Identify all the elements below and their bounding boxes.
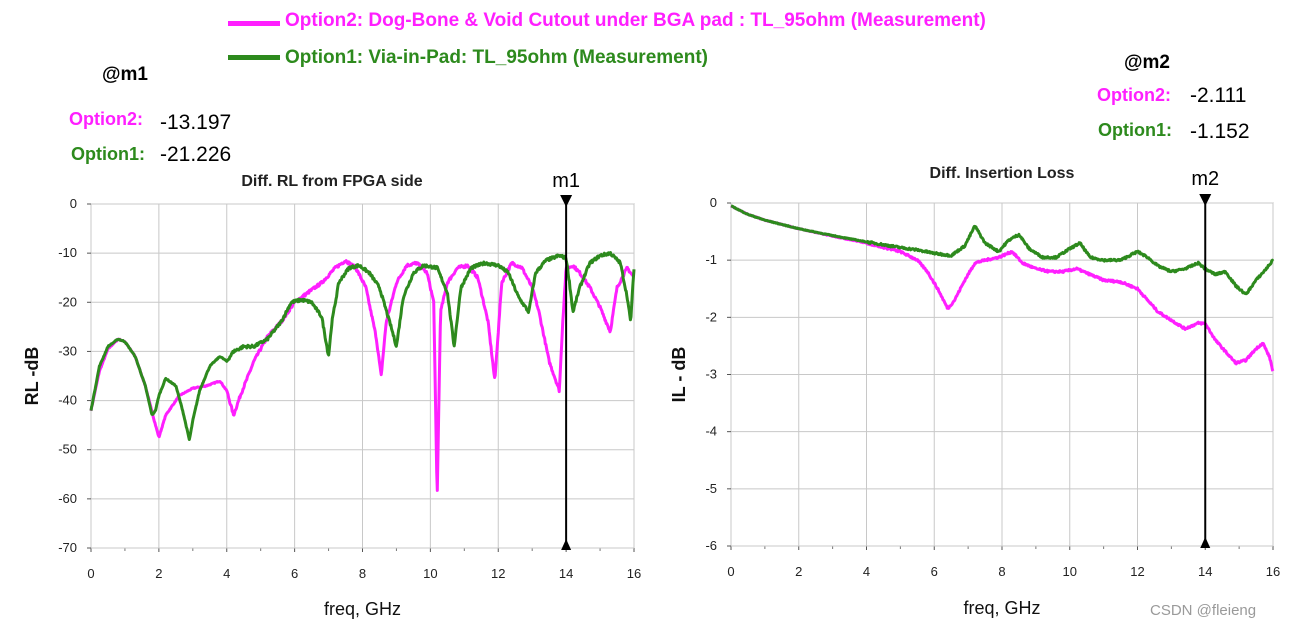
il-x-tick-label: 0 (727, 564, 734, 579)
il-y-axis-label: IL - dB (669, 347, 689, 403)
il-marker-top-arrow (1199, 194, 1212, 206)
m2-option2-label: Option2: (1097, 85, 1171, 105)
legend-option1-label: Option1: Via-in-Pad: TL_95ohm (Measureme… (285, 47, 708, 68)
il-x-tick-label: 10 (1063, 564, 1077, 579)
m1-option1-value: -21.226 (160, 143, 232, 166)
rl-y-tick-label: -10 (58, 245, 77, 260)
rl-y-tick-label: -20 (58, 294, 77, 309)
rl-marker-bottom-arrow (561, 539, 572, 550)
legend-option1-swatch (228, 55, 280, 60)
rl-x-tick-label: 2 (155, 566, 162, 581)
rl-x-tick-label: 6 (291, 566, 298, 581)
il-x-axis-label: freq, GHz (963, 598, 1040, 618)
rl-y-tick-label: 0 (70, 196, 77, 211)
il-x-tick-label: 4 (863, 564, 870, 579)
watermark: CSDN @fleieng (1150, 602, 1257, 619)
m1-option2-label: Option2: (69, 109, 143, 129)
il-marker-name: m2 (1191, 168, 1219, 190)
il-x-tick-label: 2 (795, 564, 802, 579)
il-x-tick-label: 6 (931, 564, 938, 579)
rl-series-option2 (89, 259, 635, 492)
rl-y-tick-label: -50 (58, 442, 77, 457)
il-y-tick-label: -6 (705, 538, 717, 553)
il-y-tick-label: 0 (710, 195, 717, 210)
m1-title: @m1 (102, 64, 148, 85)
il-x-tick-label: 14 (1198, 564, 1212, 579)
rl-y-tick-label: -40 (58, 393, 77, 408)
rl-x-axis-label: freq, GHz (324, 599, 401, 619)
rl-y-axis-label: RL -dB (22, 347, 42, 406)
il-y-tick-label: -1 (705, 252, 717, 267)
rl-x-tick-label: 14 (559, 566, 573, 581)
m2-option2-value: -2.111 (1190, 84, 1247, 107)
m2-option1-value: -1.152 (1190, 120, 1250, 143)
il-x-tick-label: 16 (1266, 564, 1280, 579)
rl-chart-title: Diff. RL from FPGA side (241, 173, 422, 190)
legend-option2-label: Option2: Dog-Bone & Void Cutout under BG… (285, 10, 986, 31)
rl-y-tick-label: -60 (58, 491, 77, 506)
rl-x-tick-label: 12 (491, 566, 505, 581)
rl-marker-name: m1 (552, 170, 580, 192)
rl-x-tick-label: 4 (223, 566, 230, 581)
il-y-tick-label: -5 (705, 481, 717, 496)
m2-option1-label: Option1: (1098, 120, 1172, 140)
rl-x-tick-label: 10 (423, 566, 437, 581)
il-y-tick-label: -4 (705, 424, 717, 439)
m1-option1-label: Option1: (71, 144, 145, 164)
il-y-tick-label: -3 (705, 367, 717, 382)
rl-x-tick-label: 0 (87, 566, 94, 581)
legend-option2-swatch (228, 21, 280, 26)
rl-series-option1 (89, 251, 636, 441)
il-series-option1 (730, 204, 1275, 296)
rl-x-tick-label: 8 (359, 566, 366, 581)
rl-y-tick-label: -70 (58, 540, 77, 555)
m1-option2-value: -13.197 (160, 111, 232, 134)
rl-y-tick-label: -30 (58, 343, 77, 358)
il-x-tick-label: 12 (1130, 564, 1144, 579)
il-y-tick-label: -2 (705, 309, 717, 324)
il-x-tick-label: 8 (998, 564, 1005, 579)
il-chart-title: Diff. Insertion Loss (930, 165, 1075, 182)
rl-marker-top-arrow (560, 195, 573, 207)
m2-title: @m2 (1124, 52, 1170, 73)
rl-x-tick-label: 16 (627, 566, 641, 581)
il-marker-bottom-arrow (1200, 537, 1211, 548)
